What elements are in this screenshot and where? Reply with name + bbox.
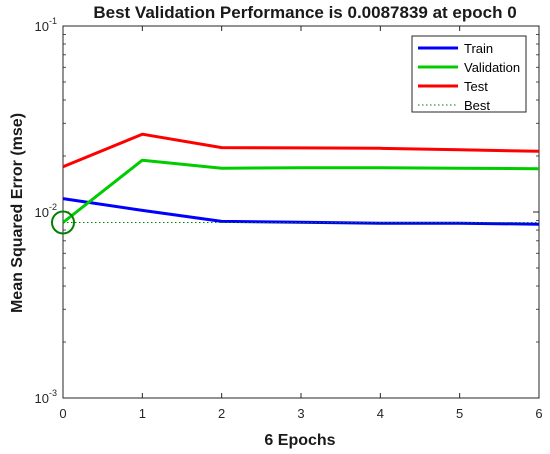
y-axis-label: Mean Squared Error (mse) [9, 113, 26, 313]
y-tick-exponent: -2 [49, 202, 57, 212]
y-tick-label: 10-3 [35, 388, 57, 406]
y-axis: 10-110-210-3 [35, 16, 539, 406]
best-epoch-marker [51, 210, 75, 235]
series-layer [51, 132, 540, 235]
series-line-validation [62, 158, 540, 224]
x-tick-label: 0 [59, 406, 66, 421]
y-tick-base: 10 [35, 19, 49, 34]
y-tick-base: 10 [35, 205, 49, 220]
x-tick-label: 6 [535, 406, 542, 421]
y-tick-base: 10 [35, 391, 49, 406]
x-tick-label: 2 [218, 406, 225, 421]
legend-entry-test: Test [464, 79, 488, 94]
x-axis: 0 1 2 3 4 5 6 [59, 26, 543, 421]
series-line-test [62, 132, 540, 169]
x-tick-label: 5 [456, 406, 463, 421]
y-tick-label: 10-2 [35, 202, 57, 220]
y-tick-label: 10-1 [35, 16, 57, 34]
x-tick-label: 3 [297, 406, 304, 421]
y-tick-exponent: -3 [49, 388, 57, 398]
legend-entry-validation: Validation [464, 60, 520, 75]
y-tick-exponent: -1 [49, 16, 57, 26]
legend-entry-best: Best [464, 98, 490, 113]
x-tick-label: 1 [139, 406, 146, 421]
series-line-train [62, 197, 540, 226]
legend-entry-train: Train [464, 41, 493, 56]
legend: Train Validation Test Best [411, 35, 527, 113]
chart-title: Best Validation Performance is 0.0087839… [93, 3, 516, 22]
x-axis-label: 6 Epochs [264, 432, 335, 449]
x-tick-label: 4 [377, 406, 384, 421]
